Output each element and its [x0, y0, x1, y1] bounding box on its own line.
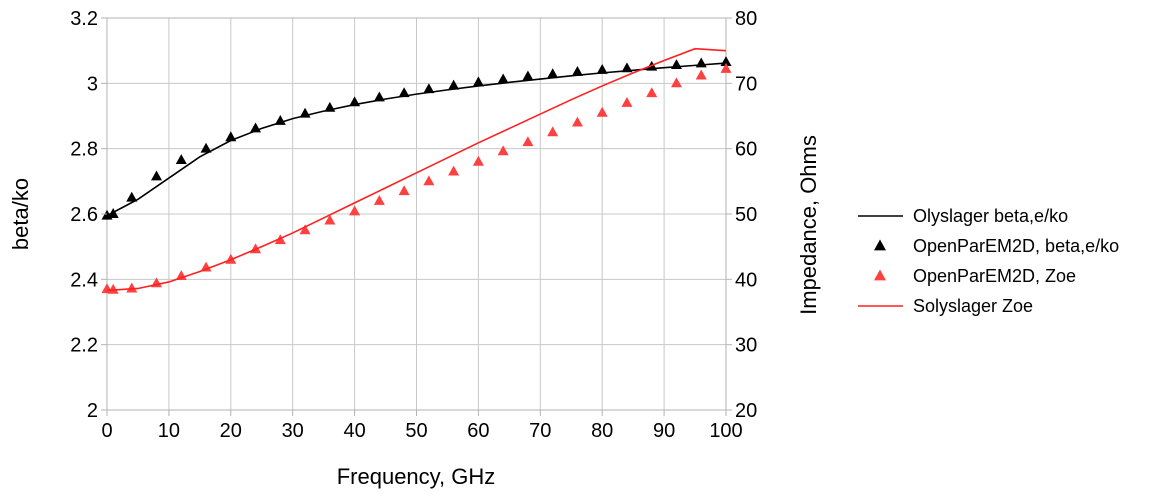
data-point: [250, 122, 262, 133]
x-tick-label: 70: [529, 420, 551, 442]
y2-axis-title: Impedance, Ohms: [796, 135, 821, 315]
data-point: [547, 68, 559, 79]
data-point: [423, 83, 435, 94]
data-point: [274, 114, 286, 125]
legend-label: Solyslager Zoe: [913, 296, 1033, 316]
legend-marker-swatch: [874, 239, 886, 251]
legend: Olyslager beta,e/ko OpenParEM2D, beta,e/k…: [858, 206, 1119, 316]
data-point: [472, 76, 484, 87]
series-line: [106, 47, 727, 292]
data-point: [126, 191, 138, 202]
x-tick-label: 60: [467, 420, 489, 442]
legend-item: OpenParEM2D, beta,e/ko: [874, 236, 1119, 256]
data-point: [571, 65, 583, 76]
y2-tick-label: 80: [735, 8, 757, 30]
data-point: [448, 165, 460, 176]
data-point: [151, 170, 163, 181]
data-point: [107, 283, 119, 294]
data-point: [670, 77, 682, 88]
y2-tick-label: 30: [735, 335, 757, 357]
x-tick-label: 50: [405, 420, 427, 442]
series-layer: [101, 47, 732, 294]
x-axis-title: Frequency, GHz: [337, 464, 496, 489]
data-point: [126, 282, 138, 293]
data-point: [324, 101, 336, 112]
series-1: [101, 56, 732, 220]
legend-label: OpenParEM2D, Zoe: [913, 266, 1076, 286]
data-point: [522, 70, 534, 81]
legend-label: OpenParEM2D, beta,e/ko: [913, 236, 1119, 256]
data-point: [472, 155, 484, 166]
data-point: [373, 194, 385, 205]
y-axis-title: beta/ko: [8, 178, 33, 250]
data-point: [107, 208, 119, 218]
y2-tick-label: 70: [735, 73, 757, 95]
data-point: [522, 136, 534, 147]
y2-tick-label: 50: [735, 204, 757, 226]
data-point: [299, 224, 311, 235]
data-point: [423, 175, 435, 186]
y2-tick-label: 20: [735, 400, 757, 422]
legend-marker-swatch: [874, 269, 886, 281]
data-point: [720, 63, 732, 73]
x-tick-label: 10: [158, 420, 180, 442]
y2-tick-label: 40: [735, 269, 757, 291]
data-point: [571, 116, 583, 127]
y-tick-label: 3.2: [70, 8, 98, 30]
data-point: [200, 142, 212, 153]
y2-tick-label: 60: [735, 139, 757, 161]
data-point: [225, 131, 237, 142]
grid-lines: [106, 17, 727, 411]
legend-label: Olyslager beta,e/ko: [913, 206, 1068, 226]
y-tick-label: 2.4: [70, 269, 98, 291]
data-point: [398, 185, 410, 196]
data-point: [720, 56, 732, 67]
data-point: [398, 87, 410, 98]
x-tick-label: 40: [343, 420, 365, 442]
data-point: [547, 126, 559, 137]
x-tick-label: 0: [101, 420, 112, 442]
x-tick-label: 80: [591, 420, 613, 442]
data-point: [670, 59, 682, 69]
y-tick-label: 2: [87, 400, 98, 422]
data-point: [596, 64, 608, 74]
data-point: [349, 205, 361, 216]
data-point: [497, 73, 509, 84]
x-tick-label: 30: [282, 420, 304, 442]
x-tick-label: 100: [709, 420, 742, 442]
data-point: [175, 154, 187, 165]
data-point: [324, 214, 336, 225]
y-tick-label: 2.6: [70, 204, 98, 226]
legend-item: Olyslager beta,e/ko: [858, 206, 1068, 226]
data-point: [448, 79, 460, 90]
data-point: [596, 106, 608, 117]
series-2: [101, 63, 732, 294]
data-point: [373, 91, 385, 102]
data-point: [695, 69, 707, 80]
data-point: [621, 96, 633, 107]
y-tick-label: 3: [87, 73, 98, 95]
data-point: [349, 96, 361, 107]
data-point: [497, 145, 509, 156]
legend-item: OpenParEM2D, Zoe: [874, 266, 1076, 286]
y-tick-label: 2.2: [70, 335, 98, 357]
data-point: [200, 261, 212, 272]
legend-item: Solyslager Zoe: [858, 296, 1033, 316]
x-tick-label: 20: [220, 420, 242, 442]
data-point: [299, 107, 311, 118]
x-tick-label: 90: [653, 420, 675, 442]
series-3: [106, 47, 727, 292]
data-point: [621, 62, 633, 73]
data-point: [646, 87, 658, 98]
tick-labels: 0 10 20 30 40 50 60 70 80 90 100 2 2.2 2.4 2.6 2.8 3 3.2 2…: [70, 8, 757, 442]
y-tick-label: 2.8: [70, 139, 98, 161]
data-point: [695, 57, 707, 68]
